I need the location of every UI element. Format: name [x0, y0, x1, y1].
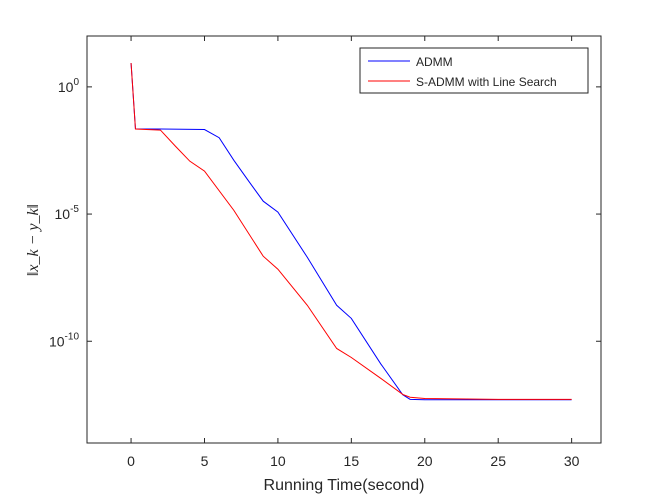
legend-label: ADMM — [416, 55, 453, 69]
x-tick-label: 25 — [490, 453, 506, 469]
line-series — [130, 62, 572, 401]
legend-label: S-ADMM with Line Search — [416, 75, 557, 89]
x-tick-label: 20 — [417, 453, 433, 469]
axes-box — [86, 35, 602, 444]
y-tick-label: 10-10 — [49, 331, 79, 349]
y-axis-label: ‖x_k − y_k‖ — [25, 204, 42, 276]
legend-box — [359, 47, 589, 94]
x-tick-label: 10 — [270, 453, 286, 469]
line-series — [130, 62, 572, 400]
x-axis-label: Running Time(second) — [264, 477, 425, 494]
x-tick-label: 30 — [564, 453, 580, 469]
x-tick-label: 15 — [344, 453, 360, 469]
x-tick-label: 0 — [127, 453, 135, 469]
y-tick-label: 10-5 — [55, 204, 80, 222]
y-tick-label: 100 — [58, 77, 80, 95]
x-tick-label: 5 — [201, 453, 209, 469]
